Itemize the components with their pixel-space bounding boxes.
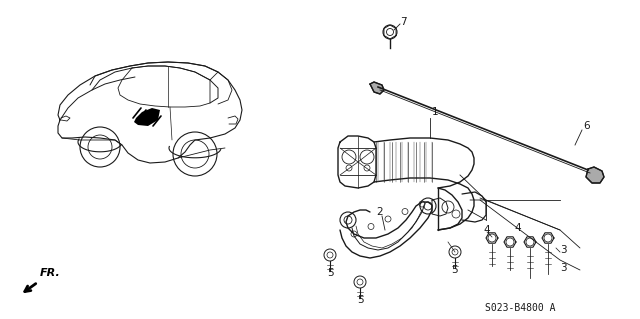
Text: 3: 3 xyxy=(560,245,566,255)
Text: 6: 6 xyxy=(583,121,589,131)
Text: 4: 4 xyxy=(484,225,490,235)
Text: 3: 3 xyxy=(560,263,566,273)
Polygon shape xyxy=(134,108,160,126)
Text: 7: 7 xyxy=(400,17,406,27)
Text: FR.: FR. xyxy=(40,268,61,278)
Polygon shape xyxy=(370,82,384,94)
Text: S023-B4800 A: S023-B4800 A xyxy=(484,303,556,313)
Text: 5: 5 xyxy=(326,268,333,278)
Text: 1: 1 xyxy=(432,107,438,117)
Text: 5: 5 xyxy=(452,265,458,275)
Text: 4: 4 xyxy=(515,223,522,233)
Text: 5: 5 xyxy=(356,295,364,305)
Text: 2: 2 xyxy=(377,207,383,217)
Polygon shape xyxy=(586,167,604,183)
